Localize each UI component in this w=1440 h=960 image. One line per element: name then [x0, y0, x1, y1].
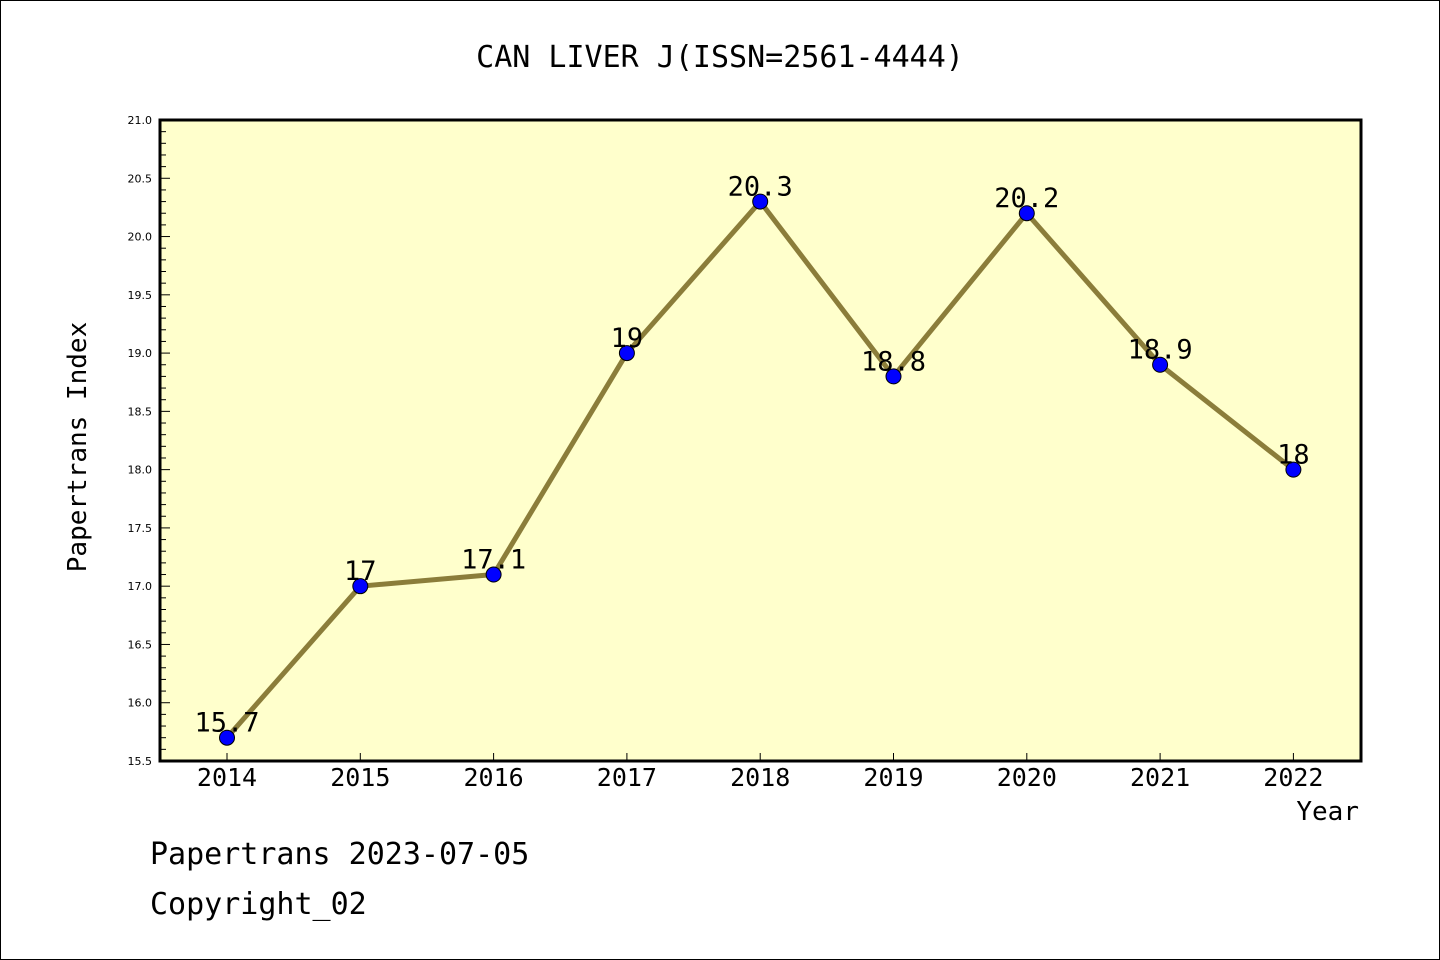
y-tick-label: 19.5	[128, 289, 153, 302]
chart-title: CAN LIVER J(ISSN=2561-4444)	[476, 40, 964, 75]
data-point	[1018, 205, 1035, 222]
data-label: 20.3	[728, 172, 793, 203]
data-point	[618, 345, 635, 362]
data-point	[1152, 356, 1169, 373]
x-tick-label: 2019	[863, 763, 923, 792]
data-point	[752, 193, 769, 210]
footer-date: Papertrans 2023-07-05	[150, 837, 529, 872]
y-tick-label: 21.0	[128, 114, 153, 127]
y-tick-label: 17.0	[128, 580, 153, 593]
data-point	[1285, 461, 1302, 478]
y-tick-label: 19.0	[128, 347, 153, 360]
x-tick-label: 2016	[463, 763, 523, 792]
data-label-group: 15.7 17 17.1 19 20.3 18.8 20.2 18.9 18	[194, 172, 1309, 739]
x-tick-label: 2017	[597, 763, 657, 792]
y-tick-label: 16.5	[128, 638, 153, 651]
data-label: 15.7	[194, 708, 259, 739]
data-point	[885, 368, 902, 385]
y-tick-label: 18.5	[128, 405, 153, 418]
data-label: 18.8	[861, 346, 926, 377]
x-axis-label: Year	[1296, 797, 1359, 827]
y-axis-label: Papertrans Index	[63, 322, 93, 572]
data-point	[485, 566, 502, 583]
footer-copyright: Copyright_02	[150, 887, 367, 922]
data-label: 18	[1277, 440, 1310, 471]
y-tick-label: 20.0	[128, 231, 153, 244]
data-label: 18.9	[1128, 335, 1193, 366]
x-tick-label: 2020	[997, 763, 1057, 792]
y-tick-label: 16.0	[128, 697, 153, 710]
x-axis: 2014 2015 2016 2017 2018 2019 2020 2021 2022	[197, 753, 1324, 792]
x-tick-label: 2021	[1130, 763, 1190, 792]
x-tick-label: 2015	[330, 763, 390, 792]
y-axis: 15.5 16.0 16.5 17.0 17.5 18.0 18.5 19.0 19.5 20.0…	[128, 114, 170, 768]
x-tick-label: 2018	[730, 763, 790, 792]
data-point	[219, 729, 235, 746]
y-tick-label: 18.0	[128, 464, 153, 477]
y-tick-label: 15.5	[128, 755, 153, 768]
data-point	[352, 578, 369, 595]
data-label: 19	[611, 323, 644, 354]
data-label: 17.1	[461, 545, 526, 576]
series-line-group	[219, 193, 1302, 746]
plot-area	[158, 118, 1363, 763]
x-tick-label: 2014	[197, 763, 257, 792]
y-tick-label: 17.5	[128, 522, 153, 535]
x-tick-label: 2022	[1263, 763, 1323, 792]
data-label: 20.2	[994, 183, 1059, 214]
data-label: 17	[344, 556, 377, 587]
y-tick-label: 20.5	[128, 172, 153, 185]
